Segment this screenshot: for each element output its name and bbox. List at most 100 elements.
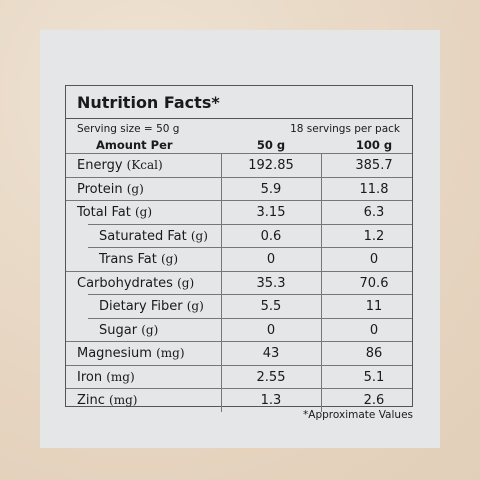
nutrient-unit: (mg) [106,369,135,384]
nutrient-unit: (Kcal) [126,158,163,172]
nutrient-unit: (g) [141,322,159,337]
value-50g: 192.85 [248,158,294,173]
nutrient-label: Zinc [77,393,105,408]
nutrient-name: Trans Fat (g) [99,252,178,267]
value-100g: 70.6 [359,275,389,291]
column-divider [321,154,322,177]
value-100g: 6.3 [363,205,385,220]
column-divider [321,248,322,271]
column-divider [221,365,222,388]
nutrient-unit: (g) [186,299,204,313]
nutrient-row: Zinc (mg) 1.3 2.6 [66,388,412,412]
nutrient-name: Carbohydrates (g) [77,276,194,291]
value-50g: 2.55 [256,369,286,385]
column-divider [321,201,322,224]
nutrient-unit: (g) [134,205,153,219]
nutrient-row: Magnesium (mg) 43 86 [66,341,412,365]
nutrient-label: Saturated Fat [99,228,187,244]
column-divider [221,342,222,365]
nutrient-name: Dietary Fiber (g) [99,299,204,314]
column-divider [321,389,322,412]
nutrient-row: Protein (g) 5.9 11.8 [66,176,412,200]
servings-per-pack: 18 servings per pack [290,123,400,135]
nutrient-unit: (mg) [156,346,185,360]
nutrient-name: Iron (mg) [77,370,135,385]
column-divider [221,177,222,200]
column-divider [221,224,222,247]
nutrient-label: Sugar [99,322,138,338]
nutrient-label: Protein [77,181,123,197]
value-50g: 3.15 [256,205,286,220]
nutrient-name: Protein (g) [77,182,144,197]
header-cell: Amount Per [96,138,173,152]
nutrient-unit: (g) [126,181,144,196]
title: Nutrition Facts* [77,93,220,112]
column-divider [221,318,222,341]
column-divider [321,224,322,247]
value-50g: 1.3 [260,393,282,408]
rows: Energy (Kcal) 192.85 385.7 Protein (g) 5.9 11… [66,153,412,412]
nutrient-row: Sugar (g) 0 0 [88,317,412,341]
nutrient-unit: (g) [177,275,195,290]
column-divider [221,154,222,177]
nutrient-name: Zinc (mg) [77,393,137,408]
header-cell: 50 g [256,138,286,152]
nutrient-name: Saturated Fat (g) [99,229,208,244]
column-divider [221,201,222,224]
column-divider [221,295,222,318]
value-100g: 86 [365,346,383,361]
nutrient-label: Trans Fat [99,252,157,267]
value-100g: 5.1 [363,369,385,385]
value-50g: 0 [266,322,276,338]
nutrient-unit: (mg) [109,393,138,407]
nutrient-unit: (g) [190,228,208,243]
nutrient-label: Dietary Fiber [99,299,183,314]
value-100g: 0 [369,322,379,338]
column-divider [321,365,322,388]
nutrition-table: Nutrition Facts* Serving size = 50 g 18 … [65,85,413,412]
column-divider [321,295,322,318]
column-divider [221,248,222,271]
nutrient-label: Energy [77,158,123,173]
panel: Nutrition Facts* Serving size = 50 g 18 … [40,30,440,448]
serving-size: Serving size = 50 g [77,123,180,135]
value-100g: 0 [369,252,379,267]
nutrient-label: Total Fat [77,205,131,220]
value-50g: 35.3 [256,275,286,291]
nutrient-row: Iron (mg) 2.55 5.1 [66,364,412,388]
nutrient-row: Total Fat (g) 3.15 6.3 [66,200,412,224]
column-divider [321,177,322,200]
nutrient-name: Total Fat (g) [77,205,152,220]
column-divider [321,342,322,365]
value-50g: 0 [266,252,276,267]
column-divider [321,318,322,341]
nutrient-row: Saturated Fat (g) 0.6 1.2 [88,223,412,247]
nutrient-row: Trans Fat (g) 0 0 [88,247,412,271]
value-100g: 11.8 [359,181,389,197]
value-50g: 5.9 [260,181,282,197]
nutrient-label: Iron [77,369,103,385]
nutrient-label: Magnesium [77,346,152,361]
header-cell: 100 g [355,138,393,152]
value-100g: 11 [365,299,383,314]
nutrient-name: Sugar (g) [99,323,158,338]
nutrient-unit: (g) [160,252,179,266]
value-50g: 5.5 [260,299,282,314]
value-100g: 1.2 [363,228,385,244]
divider [66,118,412,119]
value-100g: 385.7 [355,158,393,173]
nutrient-name: Magnesium (mg) [77,346,185,361]
nutrient-label: Carbohydrates [77,275,173,291]
value-50g: 0.6 [260,228,282,244]
nutrient-row: Carbohydrates (g) 35.3 70.6 [66,270,412,294]
value-100g: 2.6 [363,393,385,408]
nutrient-name: Energy (Kcal) [77,158,163,173]
value-50g: 43 [262,346,280,361]
column-divider [321,271,322,294]
nutrient-row: Energy (Kcal) 192.85 385.7 [66,153,412,177]
column-divider [221,271,222,294]
nutrient-row: Dietary Fiber (g) 5.5 11 [88,294,412,318]
column-divider [221,389,222,412]
footnote: *Approximate Values [303,409,413,421]
